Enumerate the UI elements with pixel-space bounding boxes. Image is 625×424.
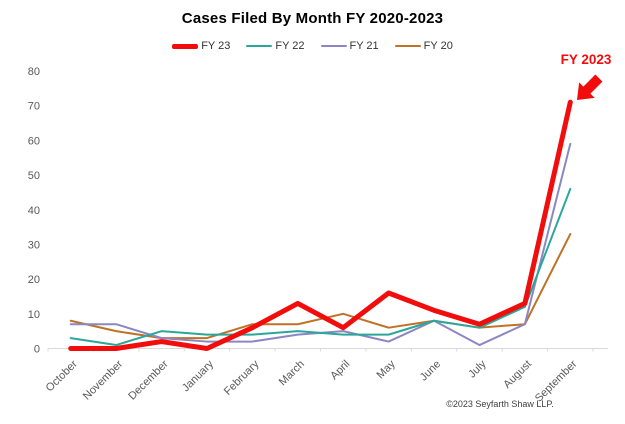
legend-label: FY 20 (423, 40, 453, 52)
x-axis-tick-label: December (126, 358, 171, 403)
x-axis-tick-label: February (222, 358, 262, 398)
legend-item-fy-23: FY 23 (172, 40, 230, 52)
x-axis-tick-label: July (466, 358, 489, 381)
legend-label: FY 23 (201, 40, 231, 52)
y-axis-tick-label: 40 (28, 205, 40, 217)
series-line-fy-20 (69, 233, 572, 340)
legend-item-fy-21: FY 21 (320, 40, 379, 52)
y-axis-tick-label: 10 (28, 309, 40, 321)
x-axis-tick-label: October (44, 358, 80, 394)
y-axis-tick-label: 70 (28, 101, 40, 113)
legend-label: FY 22 (275, 40, 305, 52)
y-axis-tick-label: 80 (28, 66, 40, 78)
series-line-fy-23 (68, 99, 573, 351)
y-axis-tick-label: 20 (28, 274, 40, 286)
x-axis-tick-label: March (277, 358, 307, 388)
fy2023-annotation-arrow-icon (577, 74, 603, 100)
y-axis-tick-label: 30 (28, 239, 40, 251)
legend-line-swatch (320, 45, 347, 47)
chart-legend: FY 23 FY 22 FY 21 FY 20 (0, 38, 625, 54)
x-axis-tick-label: April (328, 358, 352, 382)
fy2023-annotation-label: FY 2023 (561, 52, 612, 67)
y-axis-tick-label: 50 (28, 170, 40, 182)
legend-item-fy-22: FY 22 (246, 40, 305, 52)
legend-line-swatch (246, 45, 273, 47)
legend-line-swatch (172, 43, 199, 49)
x-axis-tick-label: June (418, 358, 443, 383)
x-axis-tick-label: May (375, 358, 399, 382)
legend-line-swatch (394, 45, 421, 47)
chart-title: Cases Filed By Month FY 2020-2023 (181, 10, 444, 27)
x-axis-tick-label: August (501, 358, 534, 391)
x-axis-tick-label: January (180, 358, 217, 395)
y-axis-tick-label: 60 (28, 135, 40, 147)
x-axis-tick-label: November (81, 358, 126, 403)
x-axis-tick-label: September (533, 358, 580, 405)
legend-label: FY 21 (349, 40, 379, 52)
copyright-footer: ©2023 Seyfarth Shaw LLP. (446, 399, 554, 409)
series-line-fy-22 (69, 187, 572, 347)
legend-item-fy-20: FY 20 (394, 40, 453, 52)
y-axis-tick-label: 0 (34, 344, 40, 356)
